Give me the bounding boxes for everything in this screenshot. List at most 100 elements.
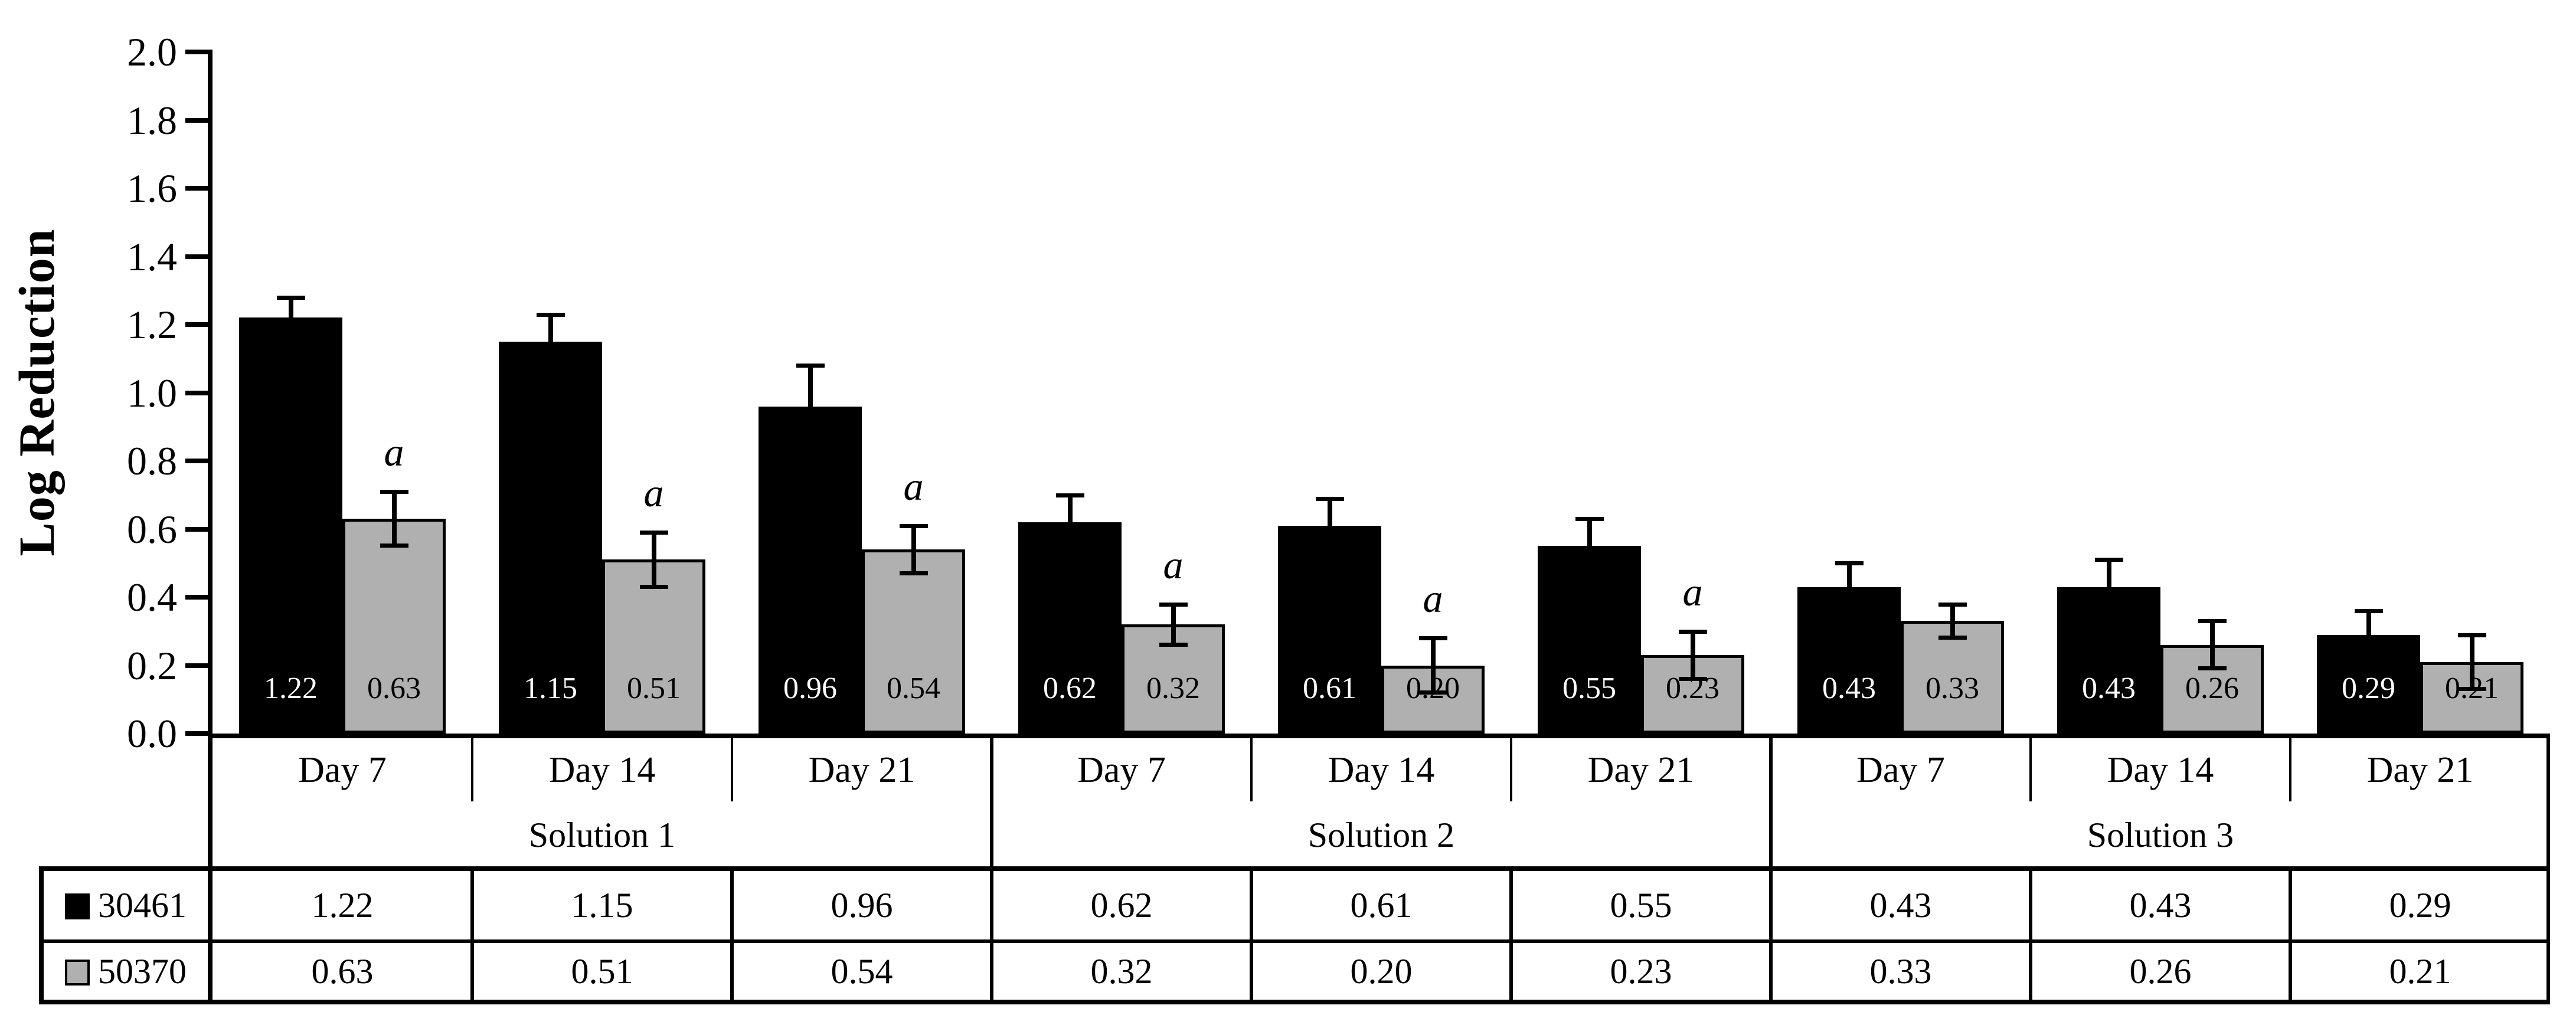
bar-value-label: 0.55 xyxy=(1562,672,1616,705)
y-axis-tick xyxy=(185,254,213,259)
y-axis-tick xyxy=(185,731,213,736)
error-bar-cap-top xyxy=(536,312,565,317)
bar-value-label: 0.43 xyxy=(1822,672,1876,705)
error-bar-cap-top xyxy=(1575,517,1604,522)
day-divider-line xyxy=(2289,738,2291,801)
legend-cell-30461: 30461 xyxy=(44,871,208,939)
error-bar-cap-bottom xyxy=(1938,636,1967,640)
bar-value-label: 0.63 xyxy=(367,672,421,705)
error-bar-cap-bottom xyxy=(1678,676,1707,681)
bar-value-label: 1.22 xyxy=(264,672,318,705)
day-category-label: Day 14 xyxy=(548,750,656,790)
bar-30461 xyxy=(499,341,602,734)
bar-30461 xyxy=(759,406,862,734)
y-axis-tick-label: 1.2 xyxy=(127,302,177,347)
bar-value-label: 1.15 xyxy=(524,672,577,705)
x-axis-line xyxy=(208,734,2550,738)
error-bar-whisker xyxy=(548,314,553,342)
black-square-legend-marker-icon xyxy=(65,893,90,919)
error-bar-cap-top xyxy=(276,295,305,300)
bar-30461 xyxy=(1538,546,1641,734)
table-column-line xyxy=(730,866,734,1000)
error-bar-cap-top xyxy=(639,531,668,535)
table-value-cell: 0.51 xyxy=(571,952,633,991)
bar-value-label: 0.62 xyxy=(1043,672,1097,705)
error-bar-whisker xyxy=(1690,631,1695,679)
error-bar-cap-top xyxy=(2457,633,2486,637)
bar-value-label: 0.32 xyxy=(1146,672,1200,705)
y-axis-tick xyxy=(185,526,213,532)
y-axis-tick xyxy=(185,390,213,395)
table-column-line xyxy=(1769,866,1773,1000)
error-bar-cap-top xyxy=(1835,561,1864,566)
bar-30461 xyxy=(2057,587,2160,734)
error-bar-cap-top xyxy=(1938,602,1967,607)
y-axis-tick xyxy=(185,186,213,191)
y-axis-tick xyxy=(185,663,213,668)
table-value-cell: 0.61 xyxy=(1350,886,1413,925)
y-axis-tick-label: 0.4 xyxy=(127,575,177,620)
error-bar-cap-top xyxy=(796,364,825,368)
error-bar-cap-bottom xyxy=(1159,642,1188,647)
table-row-separator xyxy=(39,939,2550,943)
day-category-label: Day 21 xyxy=(1587,750,1695,790)
y-axis-tick-label: 1.0 xyxy=(127,370,177,415)
bar-value-label: 0.33 xyxy=(1926,672,1979,705)
table-column-line xyxy=(2289,866,2292,1000)
y-axis-tick-label: 2.0 xyxy=(127,30,177,74)
error-bar-cap-bottom xyxy=(380,544,408,548)
significance-letter: a xyxy=(643,470,664,516)
table-value-cell: 1.22 xyxy=(311,886,374,925)
error-bar-whisker xyxy=(288,297,293,318)
bar-value-label: 0.29 xyxy=(2342,672,2395,705)
bar-value-label: 0.54 xyxy=(887,672,940,705)
significance-letter: a xyxy=(1682,569,1703,614)
day-divider-line xyxy=(471,738,473,801)
error-bar-whisker xyxy=(391,491,397,546)
bar-30461 xyxy=(2317,634,2420,734)
bar-value-label: 0.96 xyxy=(783,672,837,705)
legend-cell-50370: 50370 xyxy=(44,943,208,1000)
day-category-label: Day 7 xyxy=(1077,750,1166,790)
day-divider-line xyxy=(2029,738,2032,801)
bar-50370 xyxy=(342,519,446,734)
error-bar-cap-bottom xyxy=(639,584,668,589)
table-column-line xyxy=(2029,866,2032,1000)
table-value-cell: 0.21 xyxy=(2389,952,2451,991)
table-value-cell: 0.63 xyxy=(311,952,374,991)
error-bar-cap-top xyxy=(1418,636,1447,641)
day-category-label: Day 7 xyxy=(1856,750,1945,790)
error-bar-cap-top xyxy=(2198,619,2227,624)
y-axis-tick xyxy=(185,117,213,123)
bar-value-label: 0.43 xyxy=(2082,672,2136,705)
table-column-line xyxy=(1250,866,1253,1000)
error-bar-cap-bottom xyxy=(2457,686,2486,691)
legend-series-label: 50370 xyxy=(98,952,187,991)
solution-divider-line xyxy=(990,738,993,866)
table-column-line xyxy=(1509,866,1513,1000)
y-axis-line xyxy=(208,52,213,1004)
bar-30461 xyxy=(1278,525,1381,734)
table-value-cell: 0.55 xyxy=(1610,886,1672,925)
legend-series-label: 30461 xyxy=(98,886,187,925)
day-category-label: Day 14 xyxy=(2107,750,2214,790)
table-value-cell: 0.96 xyxy=(831,886,893,925)
error-bar-whisker xyxy=(2209,621,2215,669)
bar-30461 xyxy=(1018,522,1122,734)
bar-value-label: 0.61 xyxy=(1303,672,1356,705)
day-category-label: Day 14 xyxy=(1328,750,1435,790)
error-bar-whisker xyxy=(2366,611,2371,635)
y-axis-tick-label: 0.8 xyxy=(127,438,177,483)
error-bar-whisker xyxy=(1327,498,1332,526)
error-bar-cap-top xyxy=(380,489,408,494)
y-axis-tick-label: 1.6 xyxy=(127,166,177,211)
table-value-cell: 1.15 xyxy=(571,886,633,925)
day-category-label: Day 7 xyxy=(298,750,387,790)
error-bar-whisker xyxy=(1067,495,1073,522)
table-value-cell: 0.54 xyxy=(831,952,893,991)
table-value-cell: 0.43 xyxy=(1869,886,1932,925)
day-divider-line xyxy=(1510,738,1512,801)
y-axis-tick xyxy=(185,50,213,54)
error-bar-whisker xyxy=(1846,563,1852,587)
